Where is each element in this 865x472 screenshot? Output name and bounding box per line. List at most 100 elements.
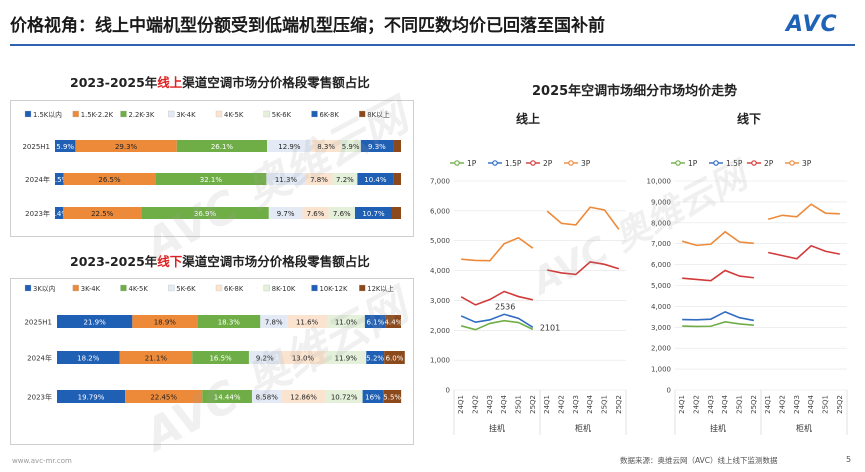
page-number: 5 xyxy=(846,455,852,464)
online-bar-chart: 1.5K以内 1.5K-2.2K 2.2K-3K 3K-4K 4K-5K 5K-6K 6K-… xyxy=(22,110,401,219)
y-tick-label: 8,000 xyxy=(651,219,671,227)
bar-segment xyxy=(119,351,193,364)
legend-swatch xyxy=(72,110,79,118)
series-line xyxy=(547,261,620,276)
bar-segment xyxy=(393,140,401,152)
data-label: 21.1% xyxy=(145,355,168,363)
x-tick-label: 24Q1 xyxy=(678,395,686,414)
x-tick-label: 24Q3 xyxy=(572,395,580,414)
legend-swatch xyxy=(24,110,32,118)
y-tick-label: 0 xyxy=(446,387,450,395)
bar-segment xyxy=(287,315,328,328)
series-line xyxy=(460,290,534,306)
data-label: 7.8% xyxy=(265,319,283,327)
group-label: 挂机 xyxy=(489,423,505,433)
y-tick-label: 5,000 xyxy=(430,237,450,245)
offline-bar-chart-frame: 3K以内 3K-4K 4K-5K 5K-6K 6K-8K 8K-10K 10K-12K 12K… xyxy=(10,278,414,445)
series-line xyxy=(682,269,754,282)
offline-price-line-chart: 线下 1P 1.5P 2P 3P 0 1,000 2,000 3,000 4,000 5,000 6,… xyxy=(647,111,848,435)
series-line xyxy=(682,310,754,322)
x-tick-label: 25Q1 xyxy=(736,395,744,414)
y-tick-label: 6,000 xyxy=(651,261,671,269)
x-tick-label: 25Q2 xyxy=(529,395,537,414)
y-tick-label: 6,000 xyxy=(430,207,450,215)
y-tick-label: 0 xyxy=(667,387,671,395)
x-tick-label: 25Q1 xyxy=(601,395,609,414)
x-tick-label: 25Q1 xyxy=(822,395,830,414)
data-label: 2.5% xyxy=(50,176,68,184)
legend-label: 2P xyxy=(543,159,553,168)
legend-swatch xyxy=(120,284,127,292)
x-tick-label: 24Q3 xyxy=(707,395,715,414)
legend-label: 1.5P xyxy=(505,159,522,168)
online-price-line-chart: 线上 1P 1.5P 2P 3P 0 1,000 2,000 3,000 4,000 5,000 6,… xyxy=(430,111,627,435)
y-tick-label: 1,000 xyxy=(651,366,671,374)
data-label: 18.3% xyxy=(218,319,241,327)
offline-bar-chart-title: 2023-2025年线下渠道空调市场分价格段零售额占比 xyxy=(70,254,370,269)
y-tick-label: 1,000 xyxy=(430,357,450,365)
x-tick-label: 24Q2 xyxy=(472,395,480,414)
data-label: 4.4% xyxy=(385,319,403,327)
data-source-note: 数据来源：奥维云网（AVC）线上线下监测数据 xyxy=(620,456,778,465)
bar-segment xyxy=(281,390,326,403)
data-label: 11.0% xyxy=(335,319,358,327)
data-label: 18.9% xyxy=(154,319,177,327)
x-tick-label: 24Q1 xyxy=(764,395,772,414)
legend-swatch xyxy=(359,284,366,292)
data-label: 5.9% xyxy=(342,143,360,151)
category-label: 2023年 xyxy=(25,209,50,218)
bar-segment xyxy=(362,390,384,403)
legend-label: 5K-6K xyxy=(272,111,292,119)
data-label: 29.3% xyxy=(115,143,138,151)
data-label: 16.5% xyxy=(209,355,232,363)
legend-label: 1.5P xyxy=(726,159,743,168)
legend-label: 1.5K以内 xyxy=(33,110,62,119)
bar-segment xyxy=(268,207,303,219)
y-tick-label: 7,000 xyxy=(430,178,450,186)
legend-marker xyxy=(789,160,795,166)
panel-title: 线上 xyxy=(516,111,540,126)
x-tick-label: 24Q2 xyxy=(779,395,787,414)
legend-label: 3P xyxy=(802,159,812,168)
legend-label: 4K-5K xyxy=(224,111,244,119)
x-tick-label: 24Q1 xyxy=(457,395,465,414)
data-label: 16% xyxy=(365,394,381,402)
data-label: 13.0% xyxy=(292,355,315,363)
x-tick-label: 24Q2 xyxy=(693,395,701,414)
bar-segment xyxy=(57,351,120,364)
legend-marker xyxy=(530,160,536,166)
group-label: 挂机 xyxy=(710,423,726,433)
legend-marker xyxy=(568,160,574,166)
bar-segment xyxy=(267,140,312,152)
x-tick-label: 25Q2 xyxy=(750,395,758,414)
legend-label: 5K-6K xyxy=(176,285,196,293)
price-trend-title: 2025年空调市场细分市场均价走势 xyxy=(532,84,738,99)
legend-label: 3K以内 xyxy=(33,284,56,293)
bar-segment xyxy=(57,315,133,328)
data-label: 5.5% xyxy=(383,394,401,402)
bar-segment xyxy=(202,390,252,403)
y-tick-label: 2,000 xyxy=(430,327,450,335)
bar-segment xyxy=(248,351,281,364)
bar-segment xyxy=(280,351,326,364)
legend-label: 1P xyxy=(467,159,477,168)
data-label: 9.7% xyxy=(277,210,295,218)
bar-segment xyxy=(354,207,393,219)
data-label: 36.9% xyxy=(194,210,217,218)
legend-marker xyxy=(751,160,757,166)
data-label: 11.9% xyxy=(335,355,358,363)
data-label: 10.7% xyxy=(362,210,385,218)
x-tick-label: 24Q3 xyxy=(486,395,494,414)
legend-label: 12K以上 xyxy=(367,284,394,293)
offline-bar-chart: 3K以内 3K-4K 4K-5K 5K-6K 6K-8K 8K-10K 10K-12K 12K… xyxy=(24,284,405,403)
bar-segment xyxy=(366,351,385,364)
legend-label: 4K-5K xyxy=(129,285,149,293)
bar-segment xyxy=(63,173,156,185)
data-label: 10.4% xyxy=(364,176,387,184)
series-line xyxy=(767,203,840,221)
legend-swatch xyxy=(24,284,32,292)
bar-segment xyxy=(325,351,367,364)
slide-title: 价格视角：线上中端机型份额受到低端机型压缩；不同匹数均价已回落至国补前 xyxy=(10,16,605,36)
x-tick-label: 24Q4 xyxy=(586,394,594,413)
data-label: 9.3% xyxy=(368,143,386,151)
